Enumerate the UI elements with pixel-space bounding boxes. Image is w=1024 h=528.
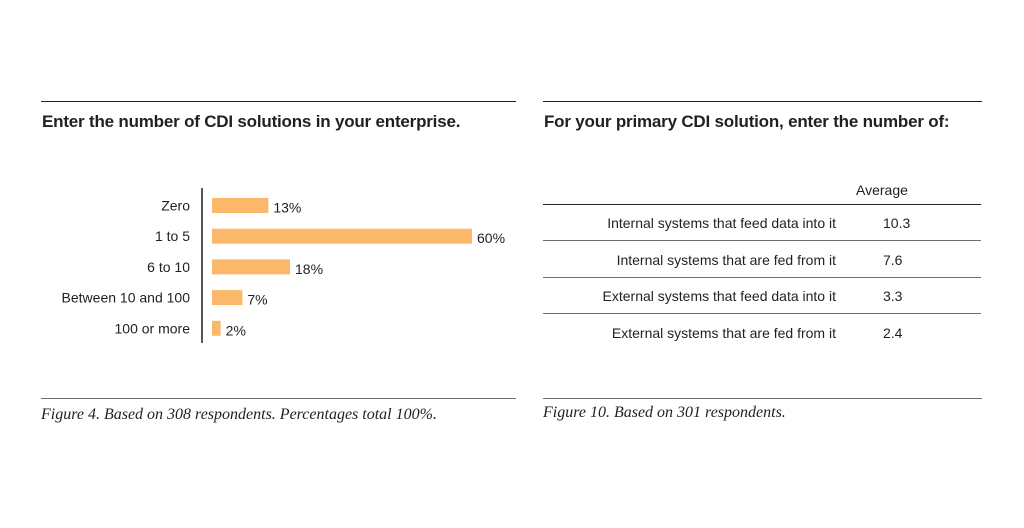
table-row-value: 7.6 (883, 251, 903, 268)
table-row-value: 2.4 (883, 324, 903, 341)
table-row-label: External systems that feed data into it (602, 288, 836, 304)
table-row-label: Internal systems that feed data into it (607, 215, 836, 231)
table-row-label: External systems that are fed from it (611, 324, 836, 341)
table-row-label: Internal systems that are fed from it (616, 251, 836, 268)
bar (212, 228, 472, 244)
bar-category-label: Between 10 and 100 (62, 290, 191, 306)
bar-category-label: 1 to 5 (155, 228, 190, 244)
table-row-value: 10.3 (883, 215, 911, 231)
left-bottom-rule (41, 398, 516, 399)
bar-value-label: 2% (226, 322, 246, 338)
table-row: External systems that are fed from it 2.4 (543, 315, 981, 351)
table-row-divider (543, 276, 981, 278)
right-figure-caption: Figure 10. Based on 301 respondents. (543, 404, 786, 421)
table-column-header-average: Average (856, 182, 908, 198)
left-chart-title: Enter the number of CDI solutions in you… (42, 112, 461, 131)
bar-chart: Zero 13% 1 to 5 60% 6 to 10 18% Between 10 and… (62, 188, 505, 343)
bar-value-label: 13% (273, 200, 301, 216)
bar-value-label: 18% (295, 261, 323, 277)
left-top-rule (41, 101, 516, 102)
table-header-rule (543, 204, 981, 205)
right-top-rule (543, 101, 982, 102)
table-row-divider (543, 313, 981, 314)
right-table-title: For your primary CDI solution, enter the… (544, 112, 950, 131)
bar-value-label: 7% (247, 292, 267, 308)
left-figure-caption: Figure 4. Based on 308 respondents. Perc… (41, 406, 437, 423)
table-row: External systems that feed data into it 3… (543, 278, 981, 314)
table-row: Internal systems that are fed from it 7.6 (543, 242, 981, 278)
bar-category-label: 6 to 10 (147, 259, 190, 275)
table-row-divider (543, 240, 981, 241)
bar-category-label: Zero (161, 198, 190, 214)
bar-value-label: 60% (477, 230, 505, 246)
table-row: Internal systems that feed data into it 1… (543, 205, 981, 241)
table-row-value: 3.3 (883, 288, 903, 304)
bar-category-label: 100 or more (115, 320, 191, 336)
bar (212, 290, 243, 306)
right-bottom-rule (543, 398, 982, 399)
bar (212, 320, 221, 336)
bar (212, 198, 269, 213)
bar (212, 259, 290, 275)
